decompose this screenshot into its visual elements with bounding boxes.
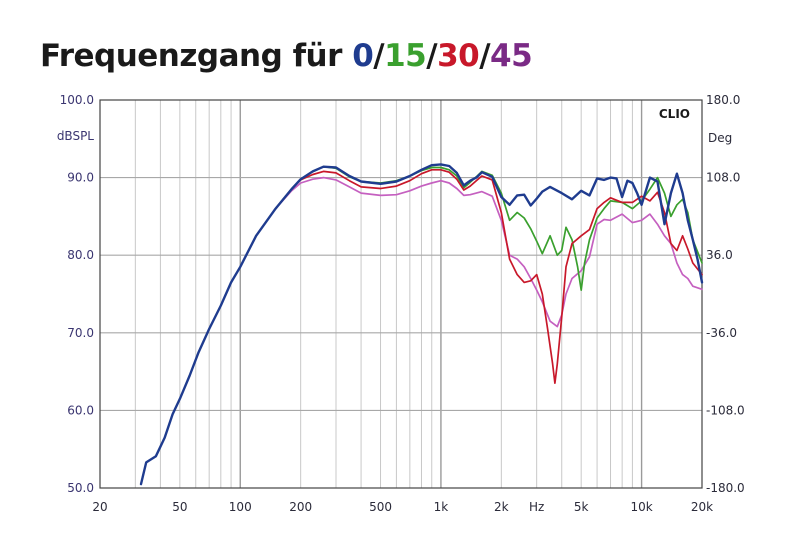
series-line-45 [274, 176, 703, 328]
x-tick-label: 20k [691, 500, 713, 514]
clio-annotation: CLIO [659, 107, 690, 121]
y2-tick-label: -36.0 [706, 326, 737, 340]
x-tick-label: 200 [289, 500, 312, 514]
title-angle-45: 45 [490, 38, 533, 74]
y2-tick-label: -108.0 [706, 403, 745, 417]
y-tick-label: 70.0 [67, 326, 94, 340]
y-tick-label: 100.0 [60, 93, 94, 107]
y-tick-label: 50.0 [67, 481, 94, 495]
x-tick-label: 100 [229, 500, 252, 514]
series-line-15 [274, 165, 703, 291]
y2-tick-label: 108.0 [706, 171, 740, 185]
y2-tick-label: 36.0 [706, 248, 733, 262]
y-tick-label: 90.0 [67, 171, 94, 185]
x-tick-label: 5k [574, 500, 589, 514]
x-tick-label: 10k [630, 500, 652, 514]
title-separator: / [479, 38, 491, 74]
y2-axis-label: Deg [708, 131, 732, 145]
title-separator: / [373, 38, 385, 74]
y2-tick-label: 180.0 [706, 93, 740, 107]
series-lines [139, 163, 704, 486]
x-tick-label: 1k [434, 500, 449, 514]
title-prefix: Frequenzgang für [40, 38, 353, 74]
tick-labels: 50.0 60.0 70.0 80.0 90.0 100.0 dBSPL -180.0 -108… [57, 93, 745, 514]
chart-title: Frequenzgang für 0/15/30/45 [40, 38, 533, 74]
y-axis-label: dBSPL [57, 129, 94, 143]
y2-tick-label: -180.0 [706, 481, 745, 495]
series-line-30 [274, 168, 703, 385]
title-angle-30: 30 [437, 38, 480, 74]
title-angle-0: 0 [352, 38, 374, 74]
x-tick-label: Hz [529, 500, 544, 514]
title-separator: / [426, 38, 438, 74]
chart-grid [99, 100, 703, 488]
y-tick-label: 80.0 [67, 248, 94, 262]
x-tick-label: 50 [172, 500, 187, 514]
y-tick-label: 60.0 [67, 403, 94, 417]
x-tick-label: 20 [92, 500, 107, 514]
x-tick-label: 500 [369, 500, 392, 514]
title-angle-15: 15 [384, 38, 427, 74]
x-tick-label: 2k [494, 500, 509, 514]
series-line-0 [139, 163, 704, 486]
plot-frame [99, 99, 703, 489]
